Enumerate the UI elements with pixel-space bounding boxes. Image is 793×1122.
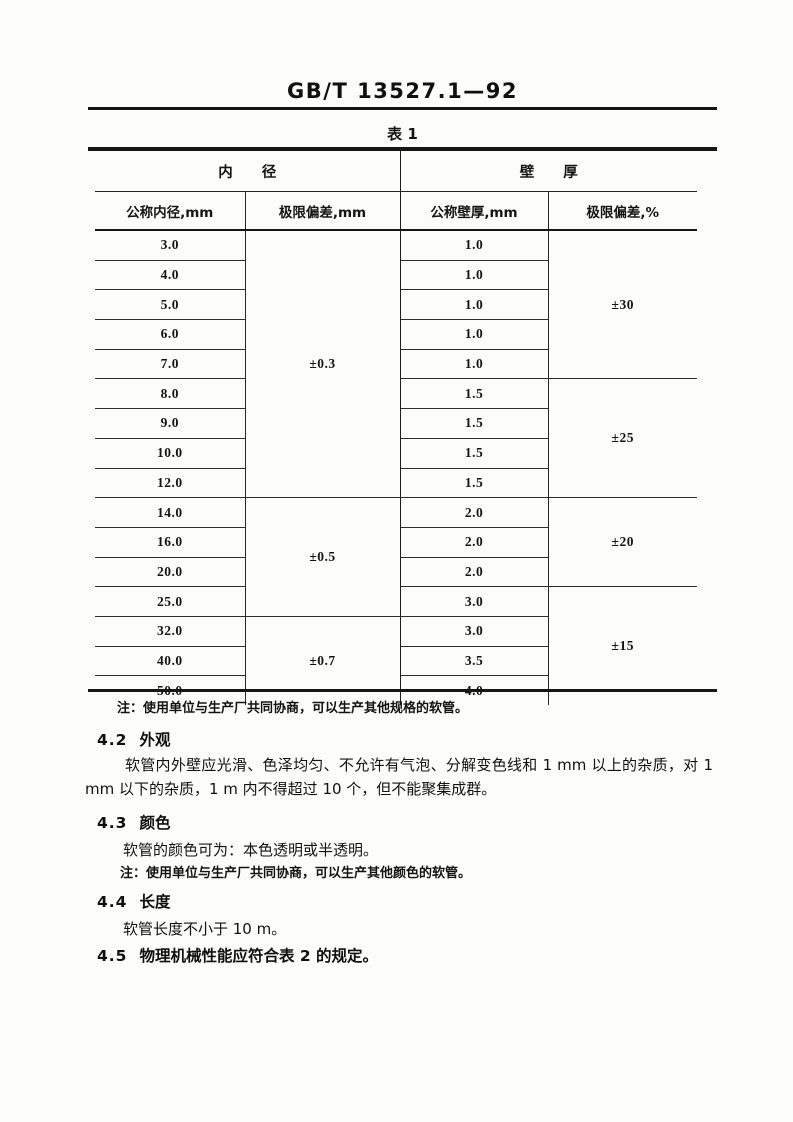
bore-cell: 14.0: [95, 497, 246, 528]
section-title: 长度: [139, 893, 171, 911]
bore-cell: 3.0: [95, 230, 246, 261]
wall-cell: 2.0: [400, 557, 549, 588]
table-caption: 表 1: [387, 125, 418, 143]
col-header-wall-tolerance: 极限偏差,%: [548, 191, 697, 231]
section-heading-4-2: 4.2 外观: [97, 729, 713, 751]
bore-cell: 8.0: [95, 378, 246, 410]
section-title: 颜色: [139, 814, 171, 832]
bore-cell: 32.0: [95, 616, 246, 647]
table-row: 14.0 ±0.5 2.0 ±20: [95, 497, 697, 617]
wall-cell: 3.0: [400, 586, 549, 617]
col-header-nominal-bore: 公称内径,mm: [95, 191, 246, 231]
bore-cell: 4.0: [95, 260, 246, 291]
col-header-nominal-wall: 公称壁厚,mm: [400, 191, 549, 231]
wall-cell: 3.0: [400, 616, 549, 647]
wall-cell: 1.0: [400, 230, 549, 261]
bore-tolerance-cell: ±0.3: [245, 230, 401, 499]
doc-number: GB/T 13527.1—92: [287, 79, 518, 103]
table-row: 8.0 1.5 ±25: [95, 378, 697, 499]
table-row: 3.0 ±0.3 1.0 ±30: [95, 230, 697, 499]
bore-cell: 20.0: [95, 557, 246, 588]
section-4-3-paragraph: 软管的颜色可为：本色透明或半透明。: [123, 841, 379, 859]
table-row: 9.0 1.5: [95, 408, 697, 439]
table-row: 7.0 1.0: [95, 349, 697, 380]
table-row: 6.0 1.0: [95, 319, 697, 350]
bore-cell: 12.0: [95, 468, 246, 499]
table-top-rule: [88, 147, 717, 151]
wall-cell: 2.0: [400, 497, 549, 528]
header-rule: [88, 107, 717, 110]
bore-cell: 9.0: [95, 408, 246, 439]
wall-tolerance-cell: ±30: [548, 230, 697, 380]
table-column-header-row: 公称内径,mm 极限偏差,mm 公称壁厚,mm 极限偏差,%: [95, 191, 697, 231]
bore-cell: 16.0: [95, 527, 246, 558]
wall-tolerance-cell: ±15: [611, 638, 634, 654]
table-row: 40.0 3.5: [95, 646, 697, 677]
wall-cell: 2.0: [400, 527, 549, 558]
wall-cell: 1.0: [400, 260, 549, 291]
table-row: 12.0 1.5: [95, 468, 697, 499]
table-row: 5.0 1.0: [95, 289, 697, 321]
wall-cell: 1.0: [400, 349, 549, 380]
group-header-inner-diameter: 内 径: [95, 151, 401, 192]
bore-cell: 7.0: [95, 349, 246, 380]
col-header-bore-tolerance: 极限偏差,mm: [245, 191, 401, 231]
table-row: 20.0 2.0: [95, 557, 697, 588]
table-bottom-rule: [88, 689, 717, 692]
section-number: 4.5: [97, 947, 128, 965]
body-text: 注：使用单位与生产厂共同协商，可以生产其他规格的软管。 4.2 外观 软管内外壁应…: [85, 700, 713, 967]
table-row: 25.0 3.0 ±15: [95, 586, 697, 653]
group-header-wall-thickness: 壁 厚: [400, 151, 697, 192]
wall-cell: 1.5: [400, 408, 549, 439]
section-4-2-paragraph: 软管内外壁应光滑、色泽均匀、不允许有气泡、分解变色线和 1 mm 以上的杂质，对…: [85, 756, 713, 798]
section-title: 外观: [139, 731, 171, 749]
section-heading-4-3: 4.3 颜色: [97, 812, 713, 834]
bore-cell: 40.0: [95, 646, 246, 677]
section-title: 物理机械性能应符合表 2 的规定。: [139, 947, 379, 965]
bore-cell: 25.0: [95, 586, 246, 617]
spec-table: 内 径 壁 厚 公称内径,mm 极限偏差,mm 公称壁厚,mm 极限偏差,% 3…: [95, 151, 697, 705]
wall-cell: 1.5: [400, 378, 549, 410]
wall-cell: 1.0: [400, 319, 549, 350]
section-number: 4.2: [97, 731, 128, 749]
table-row: 10.0 1.5: [95, 438, 697, 469]
table-row: 16.0 2.0: [95, 527, 697, 558]
section-number: 4.4: [97, 893, 128, 911]
wall-tolerance-cell: ±25: [548, 378, 697, 499]
bore-tolerance-cell: ±0.5: [245, 497, 401, 617]
table-body: 3.0 ±0.3 1.0 ±30 4.0 1.0 5.0 1.0 6.0 1.0 7.0 1.0 8.0…: [95, 230, 697, 705]
bore-cell: 5.0: [95, 289, 246, 321]
section-heading-4-5: 4.5 物理机械性能应符合表 2 的规定。: [97, 945, 713, 967]
wall-tolerance-cell: ±20: [548, 497, 697, 588]
table-note: 注：使用单位与生产厂共同协商，可以生产其他规格的软管。: [117, 701, 469, 716]
wall-cell: 3.5: [400, 646, 549, 677]
wall-cell: 1.5: [400, 468, 549, 499]
section-heading-4-4: 4.4 长度: [97, 891, 713, 913]
wall-cell: 1.0: [400, 289, 549, 321]
bore-cell: 6.0: [95, 319, 246, 350]
section-4-4-paragraph: 软管长度不小于 10 m。: [123, 920, 287, 938]
table-group-header-row: 内 径 壁 厚: [95, 151, 697, 192]
wall-cell: 1.5: [400, 438, 549, 469]
table-row: 4.0 1.0: [95, 260, 697, 291]
section-number: 4.3: [97, 814, 128, 832]
section-4-3-note: 注：使用单位与生产厂共同协商，可以生产其他颜色的软管。: [120, 866, 472, 881]
bore-cell: 10.0: [95, 438, 246, 469]
